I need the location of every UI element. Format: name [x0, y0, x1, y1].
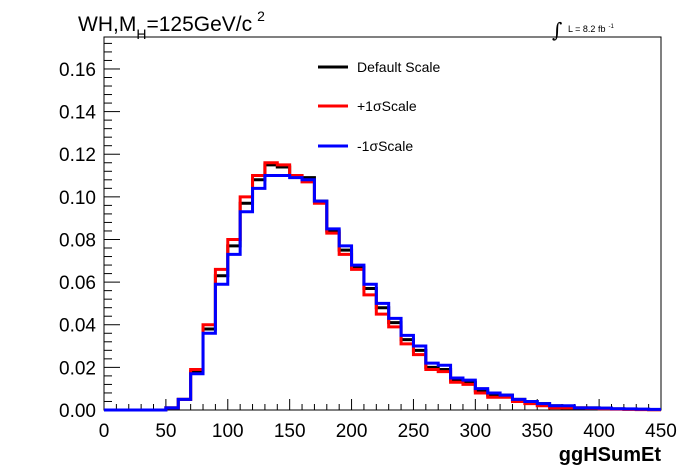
series-line-1 [104, 163, 661, 412]
x-tick-label: 300 [459, 421, 491, 442]
lumi-integral: ∫ [552, 18, 562, 42]
x-tick-label: 50 [155, 421, 176, 442]
x-tick-label: 200 [336, 421, 368, 442]
x-tick-label: 100 [212, 421, 244, 442]
series-layer [104, 161, 661, 412]
title-superscript: 2 [257, 8, 265, 24]
x-tick-label: 0 [99, 421, 110, 442]
x-axis-title: ggHSumEt [559, 444, 662, 466]
lumi-superscript: -1 [608, 24, 614, 30]
y-tick-label: 0.12 [59, 145, 96, 166]
y-tick-label: 0.14 [59, 103, 96, 124]
y-tick-label: 0.02 [59, 358, 96, 379]
y-tick-label: 0.08 [59, 230, 96, 251]
lumi-text: L = 8.2 fb [568, 24, 605, 34]
x-tick-label: 450 [645, 421, 677, 442]
axes: 0 50 100 150 200 250 300 350 400 450 0.00 0.02 0.04 0… [59, 42, 677, 442]
series-line-3 [104, 174, 661, 412]
title-subscript: H [136, 26, 146, 42]
y-tick-label: 0.04 [59, 316, 96, 337]
x-tick-label: 250 [398, 421, 430, 442]
y-tick-label: 0.16 [59, 60, 96, 81]
y-tick-label: 0.00 [59, 401, 96, 422]
legend-label: -1σScale [357, 138, 413, 154]
series-line-2 [104, 161, 661, 412]
legend-label: Default Scale [357, 59, 440, 75]
legend-label: +1σScale [357, 98, 417, 114]
title-main: WH,M [78, 13, 136, 36]
y-tick-label: 0.06 [59, 273, 96, 294]
y-tick-label: 0.10 [59, 188, 96, 209]
title-rest: =125GeV/c [146, 13, 252, 36]
lumi-label: L = 8.2 fb -1 [568, 24, 614, 34]
plot-title: WH,MH=125GeV/c 2 [78, 8, 265, 42]
x-tick-label: 150 [274, 421, 306, 442]
x-tick-label: 400 [583, 421, 615, 442]
legend: Default Scale +1σScale -1σScale [318, 59, 440, 154]
plot-frame [103, 36, 662, 411]
x-tick-label: 350 [521, 421, 553, 442]
